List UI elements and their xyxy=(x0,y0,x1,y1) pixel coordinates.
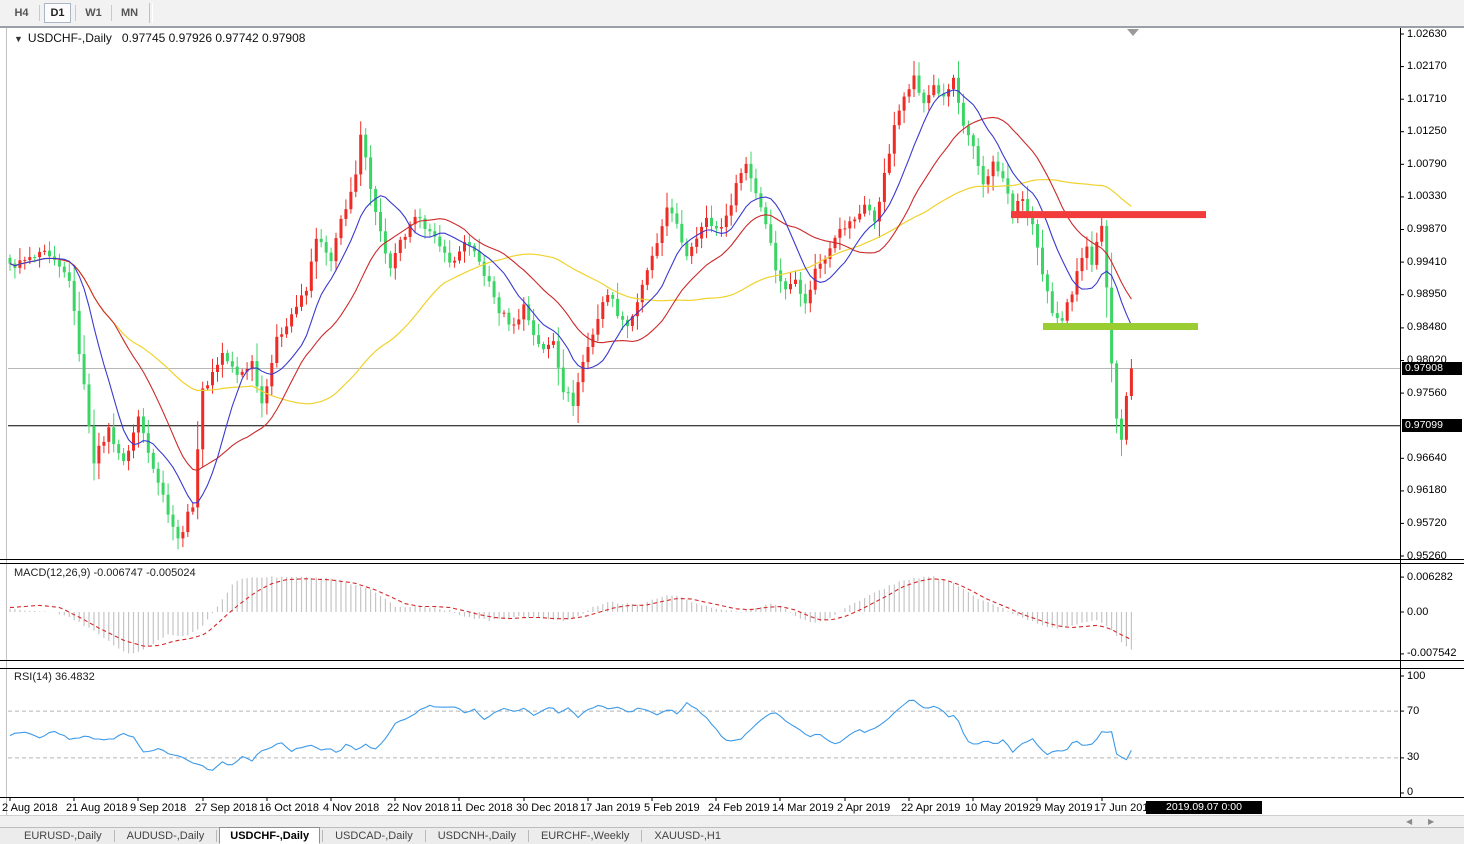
price-axis-label: 0.98480 xyxy=(1407,321,1447,334)
date-axis-label: 21 Aug 2018 xyxy=(66,802,128,814)
support-zone-line[interactable] xyxy=(1043,323,1198,330)
symbol-dropdown-icon[interactable]: ▼ xyxy=(14,34,23,44)
price-axis-label: 1.00790 xyxy=(1407,157,1447,170)
tab-divider xyxy=(322,830,324,842)
date-axis-label: 10 May 2019 xyxy=(965,802,1029,814)
price-axis-label: 1.02170 xyxy=(1407,60,1447,73)
current-price-badge: 0.97908 xyxy=(1402,362,1462,375)
tab-eurusd-daily[interactable]: EURUSD-,Daily xyxy=(24,830,102,842)
macd-indicator-label: MACD(12,26,9) -0.006747 -0.005024 xyxy=(14,567,196,579)
date-axis-label: 16 Oct 2018 xyxy=(259,802,319,814)
timeframe-toolbar: H4 D1 W1 MN xyxy=(0,0,1464,27)
price-axis-label: 1.01710 xyxy=(1407,92,1447,105)
tab-divider xyxy=(113,830,115,842)
date-axis-label: 2 Aug 2018 xyxy=(2,802,58,814)
toolbar-divider xyxy=(39,5,40,21)
price-axis-label: 1.02630 xyxy=(1407,27,1447,40)
tab-divider xyxy=(216,830,218,842)
date-axis-label: 30 Dec 2018 xyxy=(516,802,579,814)
date-axis-label: 27 Sep 2018 xyxy=(195,802,258,814)
date-axis-label: 2 Apr 2019 xyxy=(837,802,891,814)
window-frame-line xyxy=(6,28,7,816)
macd-axis-label: 0.00 xyxy=(1407,605,1429,618)
date-axis-label: 17 Jun 2019 xyxy=(1094,802,1155,814)
price-axis-label: 1.00330 xyxy=(1407,190,1447,203)
toolbar-group-divider xyxy=(149,3,153,23)
rsi-indicator-label: RSI(14) 36.4832 xyxy=(14,671,95,683)
timeframe-button-d1[interactable]: D1 xyxy=(44,3,71,23)
date-axis-label: 24 Feb 2019 xyxy=(708,802,770,814)
price-axis-label: 0.98950 xyxy=(1407,288,1447,301)
date-axis-label: 29 May 2019 xyxy=(1029,802,1093,814)
date-axis-label: 17 Jan 2019 xyxy=(580,802,641,814)
price-axis-label: 0.97560 xyxy=(1407,386,1447,399)
timeframe-button-w1[interactable]: W1 xyxy=(85,7,102,19)
toolbar-divider xyxy=(111,5,112,21)
chart-tab-bar: EURUSD-,Daily AUDUSD-,Daily USDCHF-,Daily U… xyxy=(0,827,1464,844)
scroll-right-icon[interactable]: ▶ xyxy=(1428,817,1435,826)
macd-axis-label: -0.007542 xyxy=(1407,647,1457,660)
tab-divider xyxy=(641,830,643,842)
price-axis-label: 0.96180 xyxy=(1407,484,1447,497)
tab-divider xyxy=(424,830,426,842)
tab-audusd-daily[interactable]: AUDUSD-,Daily xyxy=(126,830,205,842)
date-axis-label: 11 Dec 2018 xyxy=(451,802,513,814)
crosshair-date-badge: 2019.09.07 0:00 xyxy=(1146,801,1262,814)
date-axis-label: 9 Sep 2018 xyxy=(130,802,187,814)
tab-divider xyxy=(527,830,529,842)
chart-ohlc-values: 0.97745 0.97926 0.97742 0.97908 xyxy=(121,31,306,45)
date-axis-label: 4 Nov 2018 xyxy=(323,802,380,814)
rsi-axis-label: 70 xyxy=(1407,704,1420,717)
rsi-axis-label: 100 xyxy=(1407,669,1426,682)
price-axis-label: 0.95260 xyxy=(1407,549,1447,562)
macd-axis-label: 0.006282 xyxy=(1407,570,1453,583)
timeframe-button-h4[interactable]: H4 xyxy=(14,7,29,19)
date-axis-label: 14 Mar 2019 xyxy=(772,802,834,814)
chart-symbol-label: USDCHF-,Daily xyxy=(27,31,112,45)
rsi-axis-label: 0 xyxy=(1407,786,1414,798)
price-axis-label: 0.99410 xyxy=(1407,255,1447,268)
scroll-left-icon[interactable]: ◀ xyxy=(1406,817,1413,826)
tab-xauusd-h1[interactable]: XAUUSD-,H1 xyxy=(654,830,721,842)
date-axis-label: 22 Nov 2018 xyxy=(387,802,450,814)
timeframe-button-mn[interactable]: MN xyxy=(120,7,139,19)
rsi-axis-label: 30 xyxy=(1407,751,1420,764)
price-axis-label: 1.01250 xyxy=(1407,125,1447,138)
resistance-zone-line[interactable] xyxy=(1011,211,1206,219)
date-axis-label: 5 Feb 2019 xyxy=(644,802,700,814)
tab-usdcad-daily[interactable]: USDCAD-,Daily xyxy=(335,830,413,842)
chart-title: ▼ USDCHF-,Daily 0.97745 0.97926 0.97742 0.… xyxy=(14,31,305,45)
hline-price-badge: 0.97099 xyxy=(1402,419,1462,432)
price-axis-label: 0.99870 xyxy=(1407,222,1447,235)
price-axis-label: 0.95720 xyxy=(1407,516,1447,529)
toolbar-divider xyxy=(75,5,76,21)
tab-usdchf-daily[interactable]: USDCHF-,Daily xyxy=(219,827,321,844)
price-axis-label: 0.96640 xyxy=(1407,451,1447,464)
date-axis-label: 22 Apr 2019 xyxy=(901,802,961,814)
tab-eurchf-weekly[interactable]: EURCHF-,Weekly xyxy=(540,830,630,842)
tab-usdcnh-daily[interactable]: USDCNH-,Daily xyxy=(437,830,516,842)
chart-shift-marker-icon[interactable] xyxy=(1127,29,1139,36)
horizontal-scrollbar[interactable]: ◀ ▶ xyxy=(0,815,1464,828)
